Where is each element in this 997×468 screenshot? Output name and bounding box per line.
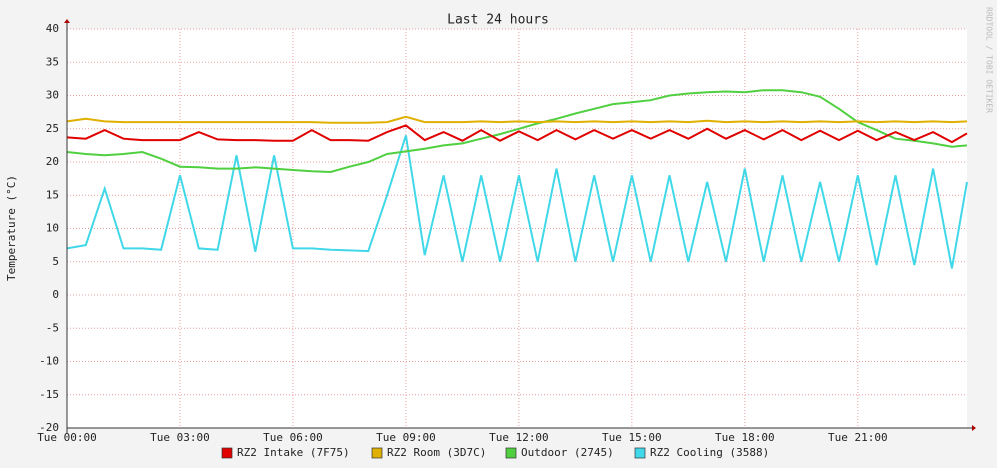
legend-label: RZ2 Intake (7F75) [237, 446, 350, 459]
y-tick-label: 30 [46, 89, 59, 102]
legend-swatch [505, 447, 517, 459]
legend-swatch [221, 447, 233, 459]
y-tick-label: 40 [46, 22, 59, 35]
legend-swatch [634, 447, 646, 459]
legend: RZ2 Intake (7F75) RZ2 Room (3D7C) Outdoor … [221, 446, 769, 459]
x-tick-label: Tue 12:00 [489, 431, 549, 444]
legend-label: Outdoor (2745) [521, 446, 614, 459]
legend-label: RZ2 Room (3D7C) [387, 446, 486, 459]
lines [66, 89, 968, 269]
y-tick-label: 10 [46, 222, 59, 235]
axes [64, 19, 976, 433]
y-tick-label: 0 [52, 288, 59, 301]
y-tick-label: 25 [46, 122, 59, 135]
chart-title: Last 24 hours [447, 13, 549, 28]
x-tick-label: Tue 09:00 [376, 431, 436, 444]
x-tick-label: Tue 21:00 [828, 431, 888, 444]
y-arrow [64, 19, 70, 23]
y-tick-label: 15 [46, 188, 59, 201]
y-tick-label: 5 [52, 255, 59, 268]
y-tick-label: -10 [39, 355, 59, 368]
x-tick-label: Tue 15:00 [602, 431, 662, 444]
y-axis-label: Temperature (°C) [5, 175, 18, 281]
x-tick-label: Tue 06:00 [263, 431, 323, 444]
y-tick-label: -5 [46, 321, 59, 334]
y-tick-label: -15 [39, 388, 59, 401]
y-tick-label: 20 [46, 155, 59, 168]
x-tick-label: Tue 03:00 [150, 431, 210, 444]
legend-swatch [371, 447, 383, 459]
x-tick-label: Tue 00:00 [37, 431, 97, 444]
y-tick-label: 35 [46, 55, 59, 68]
y-tick-label: -20 [39, 421, 59, 434]
series-line [66, 124, 968, 144]
x-arrow [972, 425, 976, 431]
x-tick-label: Tue 18:00 [715, 431, 775, 444]
series-line [66, 135, 968, 269]
series-line [66, 115, 968, 124]
series-line [66, 89, 968, 174]
legend-label: RZ2 Cooling (3588) [650, 446, 769, 459]
watermark: RRDTOOL / TOBI OETIKER [985, 7, 994, 113]
